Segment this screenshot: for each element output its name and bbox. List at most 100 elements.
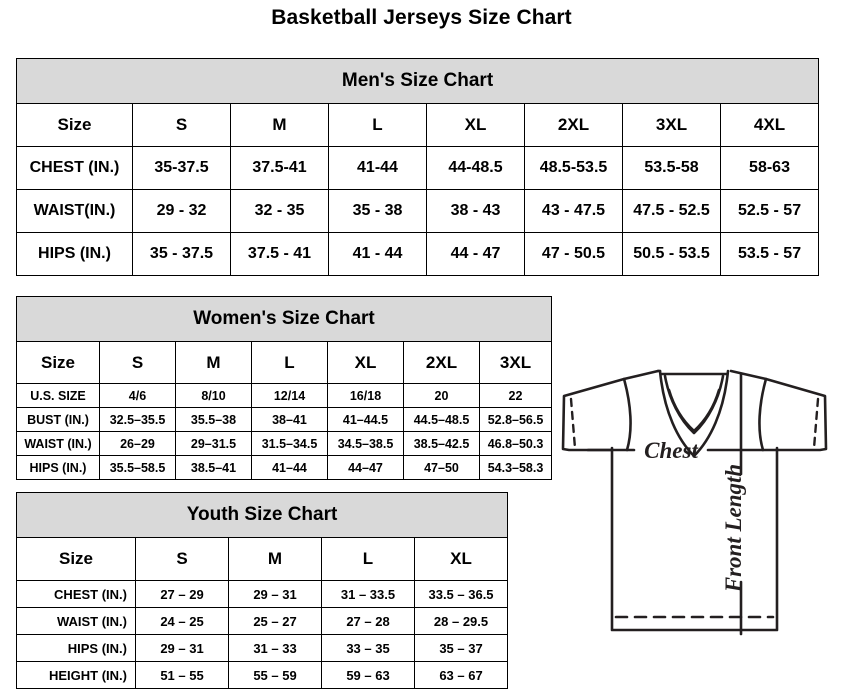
mens-row-label-hips: HIPS (IN.) [16, 232, 133, 276]
womens-ussize-l: 12/14 [251, 383, 328, 408]
jersey-measurement-diagram: Chest Front Length [528, 352, 843, 679]
womens-chart-band-title: Women's Size Chart [16, 296, 552, 342]
neckline-inner-2 [667, 388, 721, 433]
womens-row-label-us-size: U.S. SIZE [16, 383, 100, 408]
table-row: HIPS (IN.) 29 – 31 31 – 33 33 – 35 35 – … [16, 634, 509, 662]
front-length-measure-label: Front Length [721, 464, 746, 593]
womens-hips-2xl: 47–50 [403, 455, 480, 480]
womens-waist-2xl: 38.5–42.5 [403, 431, 480, 456]
womens-waist-l: 31.5–34.5 [251, 431, 328, 456]
womens-bust-l: 38–41 [251, 407, 328, 432]
womens-bust-xl: 41–44.5 [327, 407, 404, 432]
left-sleeve-hem-dashed [569, 397, 577, 450]
table-row: BUST (IN.) 32.5–35.5 35.5–38 38–41 41–44… [16, 407, 552, 432]
youth-chest-l: 31 – 33.5 [321, 580, 415, 608]
mens-header-s: S [132, 103, 231, 147]
right-sleeve-outline [729, 369, 828, 452]
womens-header-xl: XL [327, 341, 404, 384]
table-row: WAIST (IN.) 26–29 29–31.5 31.5–34.5 34.5… [16, 431, 552, 456]
womens-header-3xl: 3XL [479, 341, 552, 384]
mens-chest-3xl: 53.5-58 [622, 146, 721, 190]
mens-hips-xl: 44 - 47 [426, 232, 525, 276]
youth-row-label-chest: CHEST (IN.) [16, 580, 136, 608]
page-title: Basketball Jerseys Size Chart [271, 6, 572, 29]
chest-measure-label: Chest [644, 438, 698, 463]
mens-hips-s: 35 - 37.5 [132, 232, 231, 276]
youth-row-label-hips: HIPS (IN.) [16, 634, 136, 662]
womens-header-2xl: 2XL [403, 341, 480, 384]
youth-waist-xl: 28 – 29.5 [413, 607, 509, 635]
mens-header-4xl: 4XL [719, 103, 820, 147]
youth-height-xl: 63 – 67 [413, 661, 509, 689]
mens-chart-band-title: Men's Size Chart [15, 58, 820, 104]
mens-hips-2xl: 47 - 50.5 [524, 232, 623, 276]
youth-height-m: 55 – 59 [228, 661, 322, 689]
mens-chest-xl: 44-48.5 [426, 146, 525, 190]
womens-waist-xl: 34.5–38.5 [327, 431, 404, 456]
youth-chest-s: 27 – 29 [135, 580, 229, 608]
youth-hips-s: 29 – 31 [135, 634, 229, 662]
mens-header-size: Size [16, 103, 133, 147]
mens-waist-4xl: 52.5 - 57 [719, 189, 820, 233]
table-row: HIPS (IN.) 35.5–58.5 38.5–41 41–44 44–47… [16, 455, 552, 480]
womens-ussize-xl: 16/18 [327, 383, 404, 408]
youth-height-l: 59 – 63 [321, 661, 415, 689]
table-row: WAIST(IN.) 29 - 32 32 - 35 35 - 38 38 - … [16, 189, 820, 233]
mens-header-xl: XL [426, 103, 525, 147]
womens-hips-s: 35.5–58.5 [99, 455, 176, 480]
womens-row-label-bust: BUST (IN.) [16, 407, 100, 432]
youth-header-s: S [135, 537, 229, 581]
mens-waist-2xl: 43 - 47.5 [524, 189, 623, 233]
mens-waist-xl: 38 - 43 [426, 189, 525, 233]
youth-header-row: Size S M L XL [16, 537, 509, 581]
table-row: CHEST (IN.) 35-37.5 37.5-41 41-44 44-48.… [16, 146, 820, 190]
table-row: CHEST (IN.) 27 – 29 29 – 31 31 – 33.5 33… [16, 580, 509, 608]
mens-hips-4xl: 53.5 - 57 [719, 232, 820, 276]
mens-chest-4xl: 58-63 [719, 146, 820, 190]
right-sleeve-hem-dashed [812, 397, 820, 450]
womens-row-label-hips: HIPS (IN.) [16, 455, 100, 480]
mens-chest-l: 41-44 [328, 146, 427, 190]
mens-hips-m: 37.5 - 41 [230, 232, 329, 276]
left-armhole [622, 377, 632, 452]
womens-header-size: Size [16, 341, 100, 384]
womens-waist-s: 26–29 [99, 431, 176, 456]
youth-chart-band-title: Youth Size Chart [15, 492, 509, 538]
table-row: HEIGHT (IN.) 51 – 55 55 – 59 59 – 63 63 … [16, 661, 509, 689]
youth-height-s: 51 – 55 [135, 661, 229, 689]
womens-ussize-2xl: 20 [403, 383, 480, 408]
womens-ussize-s: 4/6 [99, 383, 176, 408]
body-outline [610, 448, 779, 632]
right-armhole [758, 377, 768, 452]
womens-ussize-3xl: 22 [479, 383, 552, 408]
youth-header-size: Size [16, 537, 136, 581]
youth-chest-m: 29 – 31 [228, 580, 322, 608]
mens-row-label-waist: WAIST(IN.) [16, 189, 133, 233]
youth-chest-xl: 33.5 – 36.5 [413, 580, 509, 608]
mens-waist-3xl: 47.5 - 52.5 [622, 189, 721, 233]
mens-header-3xl: 3XL [622, 103, 721, 147]
table-row: WAIST (IN.) 24 – 25 25 – 27 27 – 28 28 –… [16, 607, 509, 635]
womens-header-s: S [99, 341, 176, 384]
womens-header-l: L [251, 341, 328, 384]
youth-row-label-height: HEIGHT (IN.) [16, 661, 136, 689]
mens-header-row: Size S M L XL 2XL 3XL 4XL [16, 103, 820, 147]
womens-bust-s: 32.5–35.5 [99, 407, 176, 432]
mens-header-2xl: 2XL [524, 103, 623, 147]
mens-chest-s: 35-37.5 [132, 146, 231, 190]
womens-header-m: M [175, 341, 252, 384]
youth-waist-m: 25 – 27 [228, 607, 322, 635]
mens-size-chart-table: Men's Size Chart Size S M L XL 2XL 3XL 4… [15, 58, 820, 276]
mens-header-m: M [230, 103, 329, 147]
womens-hips-m: 38.5–41 [175, 455, 252, 480]
youth-hips-xl: 35 – 37 [413, 634, 509, 662]
table-row: HIPS (IN.) 35 - 37.5 37.5 - 41 41 - 44 4… [16, 232, 820, 276]
youth-header-xl: XL [413, 537, 509, 581]
womens-hips-l: 41–44 [251, 455, 328, 480]
mens-row-label-chest: CHEST (IN.) [16, 146, 133, 190]
youth-header-m: M [228, 537, 322, 581]
mens-hips-3xl: 50.5 - 53.5 [622, 232, 721, 276]
youth-waist-s: 24 – 25 [135, 607, 229, 635]
womens-waist-3xl: 46.8–50.3 [479, 431, 552, 456]
womens-row-label-waist: WAIST (IN.) [16, 431, 100, 456]
